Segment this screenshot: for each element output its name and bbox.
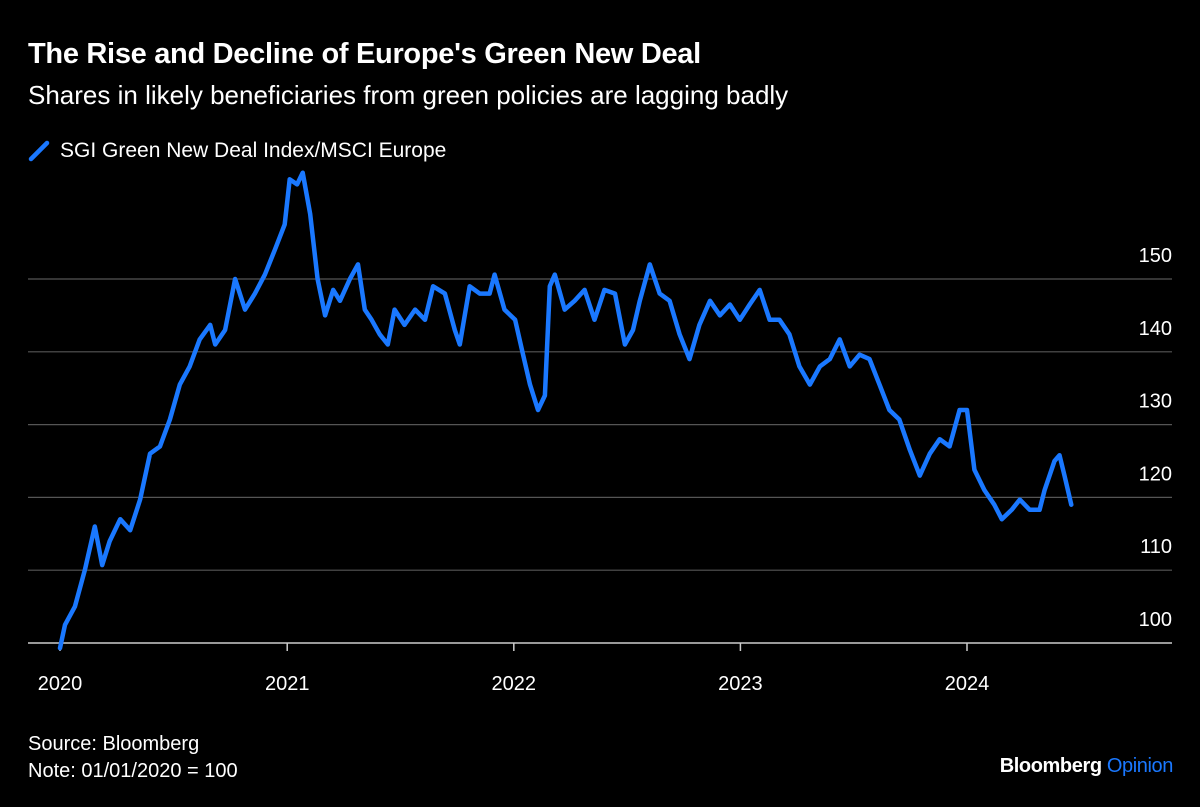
x-tick-label: 2020 xyxy=(38,673,83,695)
footnote: Note: 01/01/2020 = 100 xyxy=(28,760,238,782)
chart-subtitle: Shares in likely beneficiaries from gree… xyxy=(28,80,789,110)
source-note: Source: Bloomberg xyxy=(28,733,200,755)
x-tick-label: 2021 xyxy=(265,673,310,695)
chart-title: The Rise and Decline of Europe's Green N… xyxy=(28,38,701,70)
y-tick-label: 120 xyxy=(1139,463,1172,485)
legend-swatch-icon xyxy=(28,140,50,162)
series-line xyxy=(57,170,1074,651)
x-tick-label: 2022 xyxy=(492,673,537,695)
data-points xyxy=(59,172,1072,649)
legend: SGI Green New Deal Index/MSCI Europe xyxy=(28,139,446,163)
y-tick-label: 110 xyxy=(1140,536,1172,558)
y-tick-label: 100 xyxy=(1139,609,1172,631)
bloomberg-opinion-logo: Bloomberg Opinion xyxy=(999,755,1174,777)
y-tick-label: 140 xyxy=(1139,318,1172,340)
x-tick-label: 2024 xyxy=(945,673,990,695)
y-tick-label: 150 xyxy=(1139,245,1172,267)
y-tick-label: 130 xyxy=(1139,391,1172,413)
legend-label: SGI Green New Deal Index/MSCI Europe xyxy=(60,139,447,162)
x-tick-label: 2023 xyxy=(718,673,763,695)
